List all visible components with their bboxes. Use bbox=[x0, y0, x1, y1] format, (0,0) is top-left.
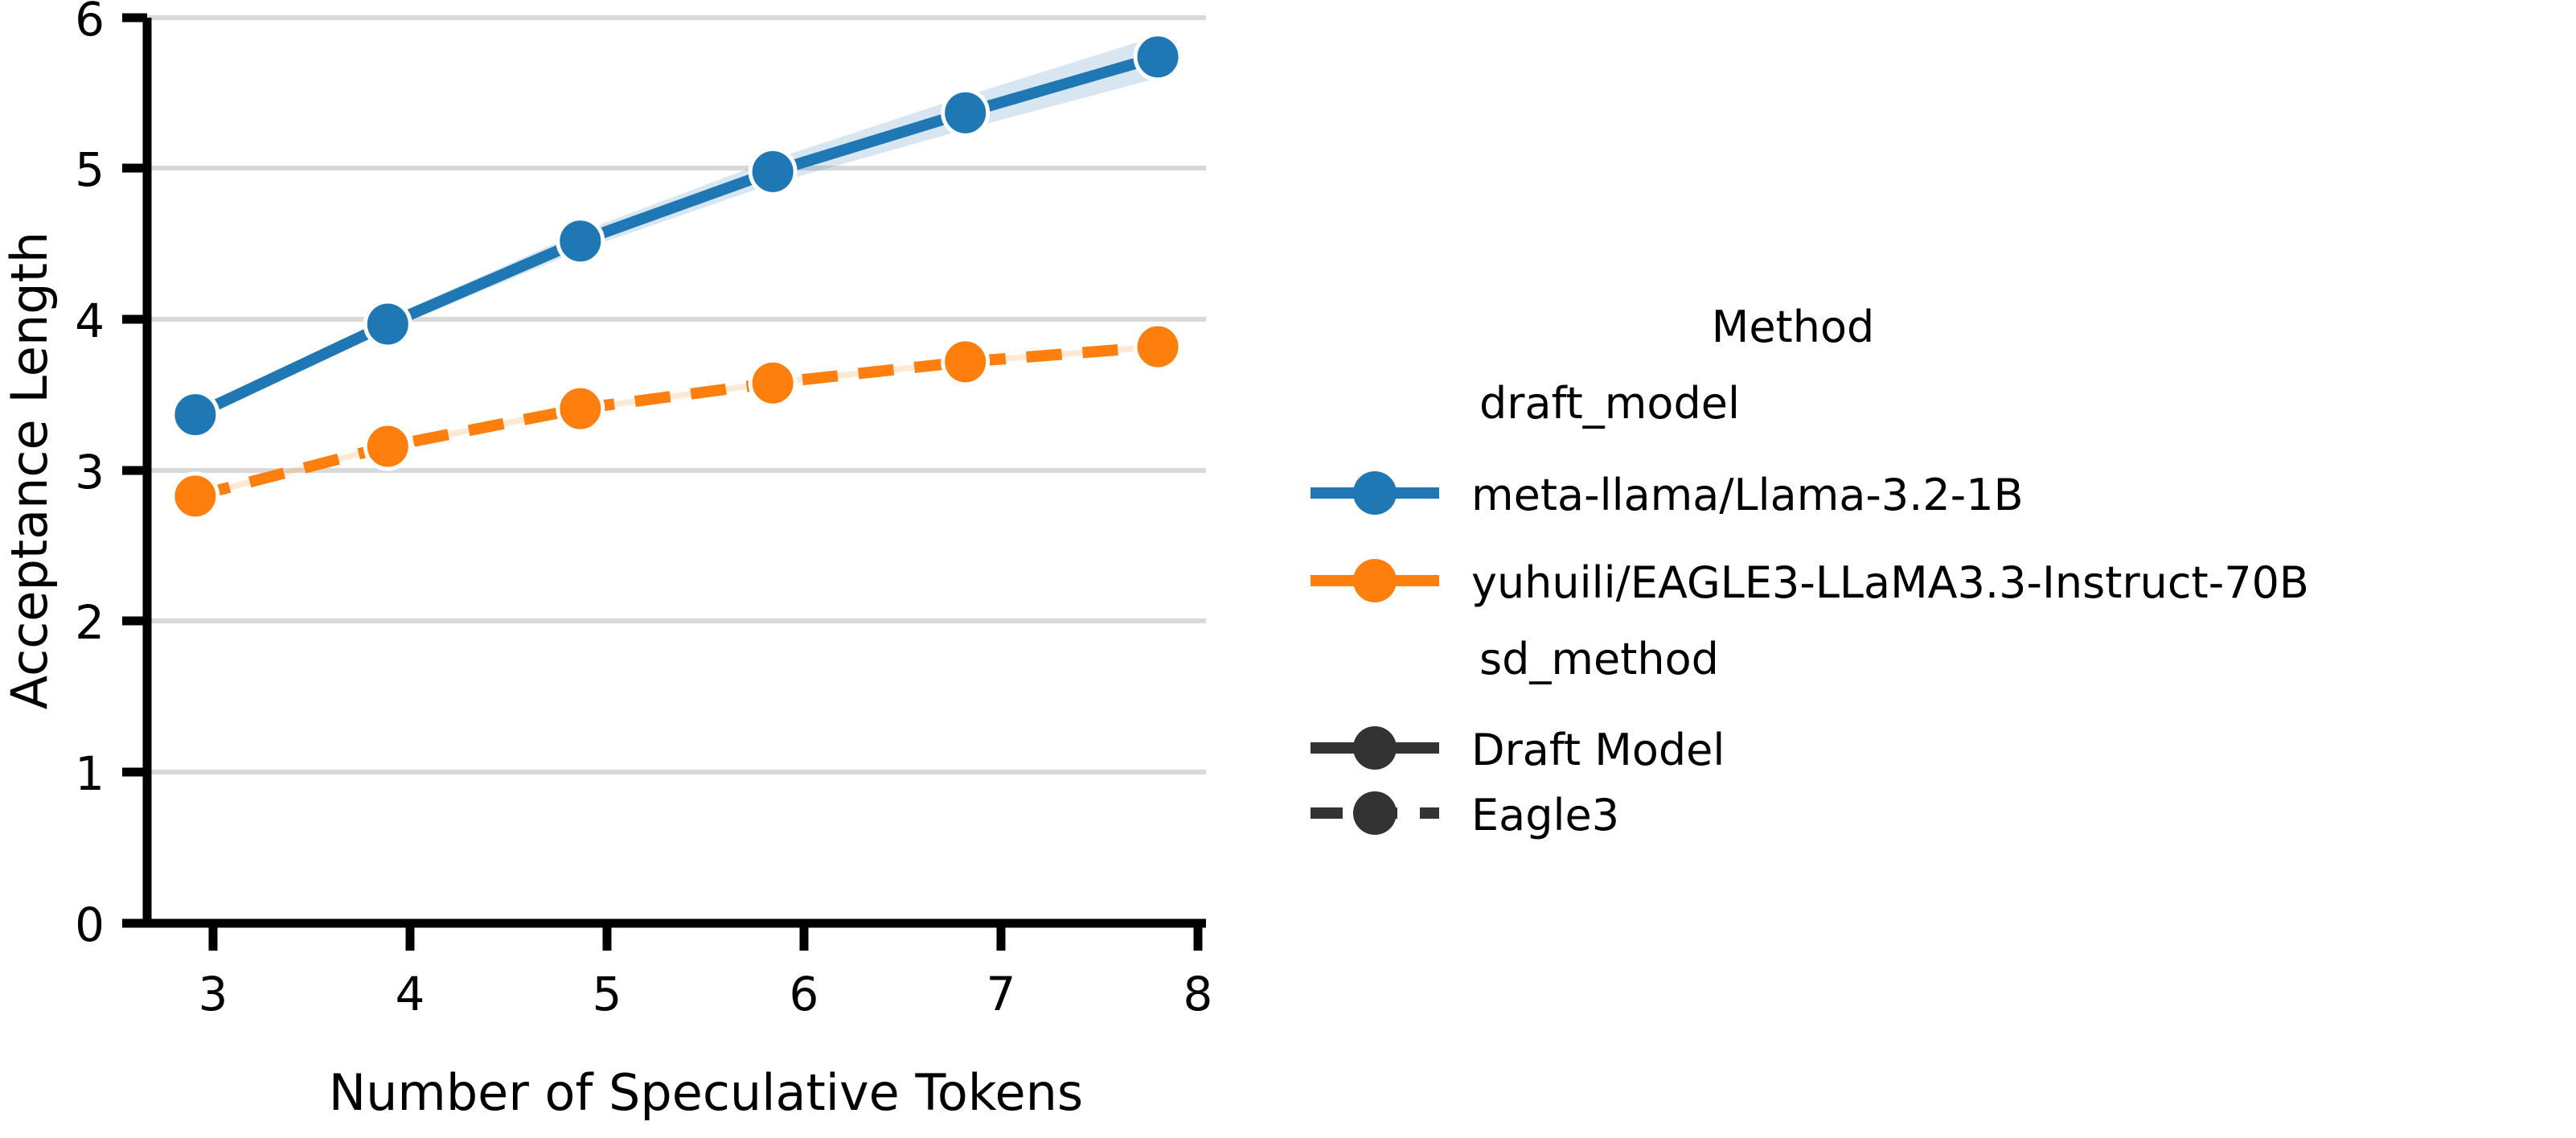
data-point-marker bbox=[941, 88, 991, 138]
data-point-marker bbox=[170, 390, 220, 440]
y-axis-title: Acceptance Length bbox=[0, 232, 59, 709]
line-draft-model bbox=[189, 51, 1164, 421]
legend-entry-yuhuili-eagle3[interactable]: yuhuili/EAGLE3-LLaMA3.3-Instruct-70B bbox=[1311, 557, 2309, 608]
x-tick-label: 8 bbox=[1183, 967, 1213, 1021]
x-tick-label: 5 bbox=[593, 967, 622, 1021]
legend-marker-icon bbox=[1353, 726, 1397, 770]
x-tick-label: 3 bbox=[199, 967, 228, 1021]
y-tick-label: 5 bbox=[75, 142, 105, 197]
y-axis-tick-labels: 6 5 4 3 2 1 0 bbox=[75, 0, 105, 952]
y-tick-label: 2 bbox=[75, 595, 105, 650]
legend-entry-eagle3[interactable]: Eagle3 bbox=[1311, 790, 1619, 840]
x-tick-label: 4 bbox=[396, 967, 425, 1021]
data-point-marker bbox=[748, 358, 798, 408]
y-tick-label: 0 bbox=[75, 898, 105, 952]
x-tick-label: 6 bbox=[790, 967, 819, 1021]
ci-band-eagle3 bbox=[195, 343, 1159, 499]
data-point-marker bbox=[1133, 32, 1183, 82]
legend-entry-label: Draft Model bbox=[1471, 725, 1725, 775]
x-axis-tick-labels: 3 4 5 6 7 8 bbox=[199, 967, 1213, 1021]
y-tick-label: 1 bbox=[75, 746, 105, 801]
legend-marker-icon bbox=[1353, 471, 1397, 515]
x-tick-label: 7 bbox=[987, 967, 1016, 1021]
data-point-marker bbox=[1133, 322, 1183, 372]
y-axis-ticks bbox=[122, 13, 147, 928]
legend-title: Method bbox=[1712, 302, 1875, 352]
legend-marker-icon bbox=[1353, 791, 1397, 835]
confidence-bands bbox=[195, 35, 1159, 499]
y-tick-label: 3 bbox=[75, 445, 105, 499]
legend-entry-label: meta-llama/Llama-3.2-1B bbox=[1471, 470, 2024, 520]
series-markers bbox=[170, 32, 1183, 521]
legend-entry-draft-model[interactable]: Draft Model bbox=[1311, 725, 1725, 775]
data-point-marker bbox=[748, 146, 798, 196]
data-point-marker bbox=[941, 337, 991, 387]
legend-group-heading-sd-method: sd_method bbox=[1479, 634, 1719, 684]
legend-entry-label: Eagle3 bbox=[1471, 790, 1619, 840]
legend-entry-label: yuhuili/EAGLE3-LLaMA3.3-Instruct-70B bbox=[1471, 557, 2309, 608]
x-axis-title: Number of Speculative Tokens bbox=[329, 1063, 1083, 1122]
data-point-marker bbox=[363, 299, 412, 349]
data-point-marker bbox=[170, 471, 220, 521]
y-tick-label: 4 bbox=[75, 294, 105, 348]
series-lines bbox=[189, 51, 1164, 502]
data-point-marker bbox=[363, 421, 412, 471]
y-tick-label: 6 bbox=[75, 0, 105, 47]
legend-entry-meta-llama[interactable]: meta-llama/Llama-3.2-1B bbox=[1311, 470, 2024, 520]
legend-group-heading-draft-model: draft_model bbox=[1479, 378, 1740, 429]
data-point-marker bbox=[556, 384, 605, 433]
line-eagle3 bbox=[194, 341, 1159, 502]
x-axis-ticks bbox=[208, 923, 1203, 951]
legend: Method draft_model meta-llama/Llama-3.2-… bbox=[1311, 302, 2309, 840]
legend-marker-icon bbox=[1353, 559, 1397, 602]
data-point-marker bbox=[556, 216, 605, 266]
